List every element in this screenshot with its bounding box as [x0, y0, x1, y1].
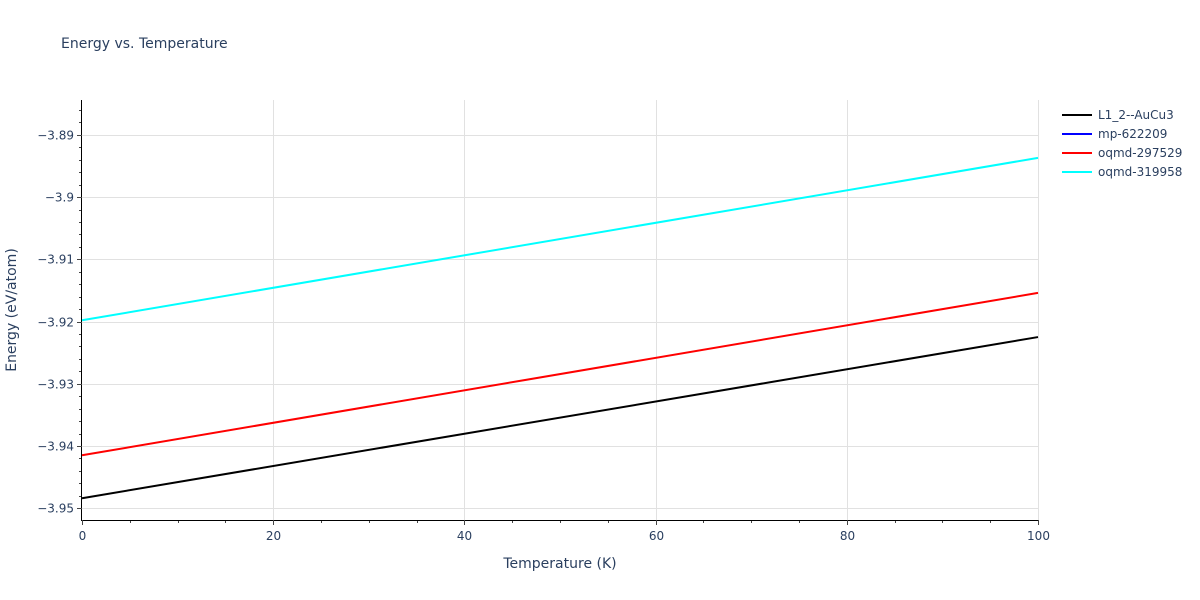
legend-line-icon: [1062, 113, 1092, 116]
svg-text:60: 60: [649, 529, 664, 543]
legend-item-mp-622209[interactable]: mp-622209: [1062, 124, 1182, 143]
svg-text:−3.92: −3.92: [37, 316, 74, 330]
y-axis-title: Energy (eV/atom): [4, 248, 20, 372]
legend-label: L1_2--AuCu3: [1098, 107, 1174, 122]
svg-text:−3.9: −3.9: [45, 191, 74, 205]
svg-text:−3.89: −3.89: [37, 129, 74, 143]
gridlines: [82, 100, 1039, 520]
legend-label: oqmd-297529: [1098, 145, 1183, 160]
series-line-l1-2-aucu3[interactable]: [81, 336, 1039, 500]
legend-line-icon: [1062, 170, 1092, 173]
series-lines: [81, 156, 1039, 500]
series-line-oqmd-319958[interactable]: [81, 156, 1039, 322]
svg-text:80: 80: [840, 529, 855, 543]
y-axis-ticks: −3.95 −3.94 −3.93 −3.92 −3.91 −3.9 −3.89: [37, 129, 82, 516]
legend-item-oqmd-297529[interactable]: oqmd-297529: [1062, 143, 1182, 162]
legend-line-icon: [1062, 132, 1092, 135]
x-axis-ticks: 0 20 40 60 80 100: [79, 520, 1050, 543]
svg-text:40: 40: [457, 529, 472, 543]
legend: L1_2--AuCu3 mp-622209 oqmd-297529 oqmd-3…: [1062, 105, 1182, 181]
legend-label: mp-622209: [1098, 126, 1168, 141]
svg-text:−3.95: −3.95: [37, 502, 74, 516]
legend-line-icon: [1062, 151, 1092, 154]
x-axis-title: Temperature (K): [502, 556, 616, 572]
svg-text:20: 20: [266, 529, 281, 543]
chart-title: Energy vs. Temperature: [61, 36, 228, 52]
legend-item-oqmd-319958[interactable]: oqmd-319958: [1062, 162, 1182, 181]
series-line-oqmd-297529[interactable]: [81, 291, 1039, 457]
legend-item-l12-aucu3[interactable]: L1_2--AuCu3: [1062, 105, 1182, 124]
legend-label: oqmd-319958: [1098, 164, 1183, 179]
svg-text:100: 100: [1027, 529, 1050, 543]
svg-text:−3.91: −3.91: [37, 253, 74, 267]
minor-ticks: [79, 110, 991, 523]
svg-text:−3.94: −3.94: [37, 440, 74, 454]
svg-text:0: 0: [79, 529, 87, 543]
svg-text:−3.93: −3.93: [37, 378, 74, 392]
